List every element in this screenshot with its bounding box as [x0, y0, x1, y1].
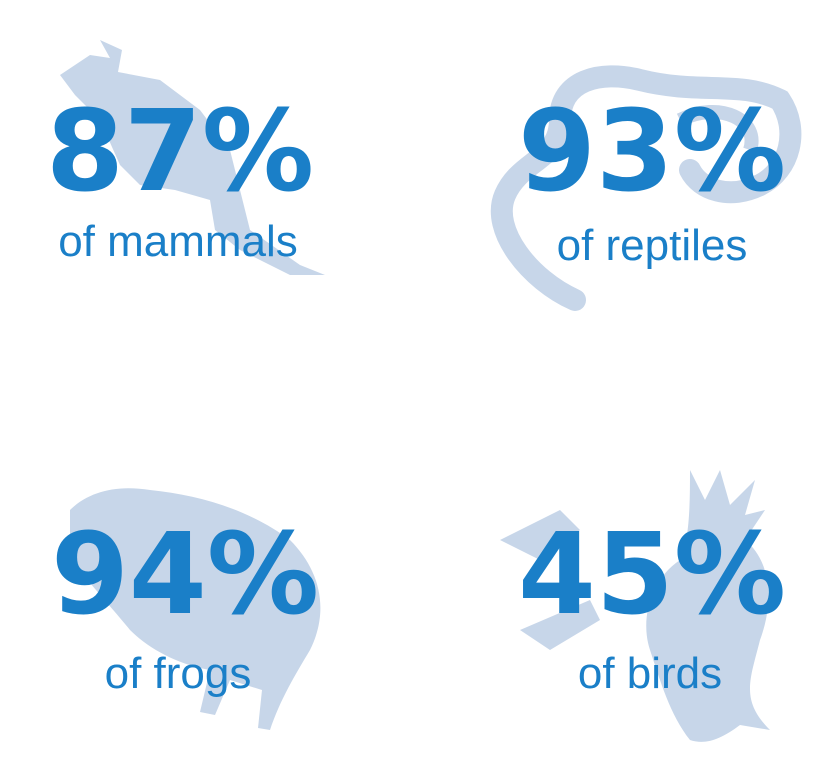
stat-value: 87%: [46, 87, 314, 217]
stat-label: of mammals: [58, 217, 298, 266]
frog-silhouette: [70, 488, 321, 730]
bird-silhouette: [500, 470, 770, 742]
stat-value: 93%: [518, 87, 786, 217]
mammal-silhouette: [60, 40, 325, 275]
reptile-silhouette: [490, 65, 802, 311]
stat-value: 94%: [51, 510, 319, 640]
stat-value: 45%: [518, 510, 786, 640]
stat-label: of birds: [578, 649, 722, 698]
stat-label: of frogs: [105, 649, 252, 698]
stat-label: of reptiles: [557, 221, 748, 270]
